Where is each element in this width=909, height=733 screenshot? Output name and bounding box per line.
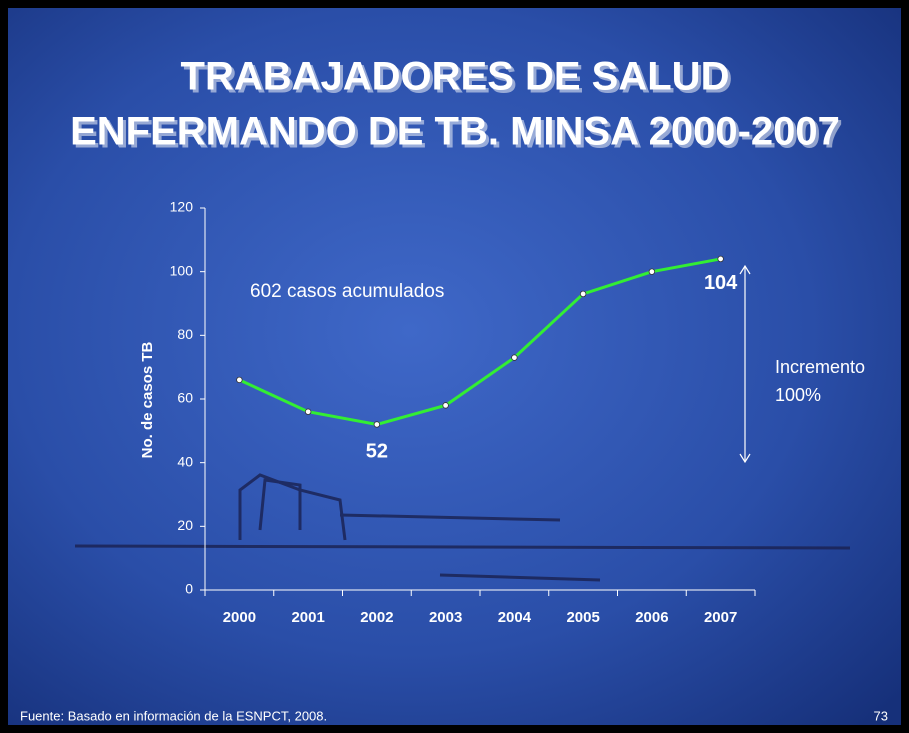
- point: [648, 268, 656, 275]
- source: Fuente: Basado en información de la ESNP…: [20, 708, 327, 723]
- y-tick-label: 40: [177, 453, 193, 469]
- y-tick-label: 0: [185, 581, 193, 597]
- x-tick-label: 2006: [635, 609, 668, 626]
- y-tick-label: 60: [177, 390, 193, 406]
- data-label: 52: [366, 441, 388, 463]
- page-number: 73: [874, 708, 888, 723]
- y-tick-label: 20: [177, 517, 193, 533]
- increase-arrow: [739, 264, 751, 464]
- annotation: 602 casos acumulados: [250, 281, 444, 302]
- point: [442, 402, 449, 409]
- point: [717, 255, 724, 263]
- x-tick-label: 2000: [223, 609, 256, 626]
- chart-title: ENFERMANDO DE TB. MINSA 2000-2007: [70, 110, 840, 154]
- title-shadow: TRABAJADORES DE SALUD: [184, 58, 733, 102]
- x-tick-label: 2001: [291, 609, 324, 626]
- annotation: 100%: [775, 385, 821, 405]
- background: [8, 8, 901, 725]
- point: [579, 290, 587, 298]
- line: [238, 257, 721, 427]
- point: [373, 421, 381, 428]
- point: [236, 376, 243, 384]
- title-shadow: ENFERMANDO DE TB. MINSA 2000-2007: [73, 113, 843, 157]
- point: [304, 408, 312, 415]
- point: [511, 354, 518, 361]
- x-tick-label: 2003: [429, 609, 462, 626]
- y-tick-label: 80: [177, 326, 193, 342]
- y-tick-label: 120: [170, 199, 194, 215]
- y-axis-label: No. de casos TB: [139, 341, 156, 458]
- data-label: 104: [704, 272, 738, 294]
- x-tick-label: 2007: [704, 609, 737, 626]
- sketch: [74, 473, 851, 582]
- y-tick-label: 100: [170, 262, 194, 278]
- x-tick-label: 2005: [566, 609, 599, 626]
- x-tick-label: 2004: [498, 609, 532, 626]
- chart-title: TRABAJADORES DE SALUD: [181, 55, 730, 99]
- x-tick-label: 2002: [360, 609, 393, 626]
- title: TRABAJADORES DE SALUD TRABAJADORES DE SA…: [70, 55, 843, 157]
- annotation: Incremento: [775, 357, 865, 377]
